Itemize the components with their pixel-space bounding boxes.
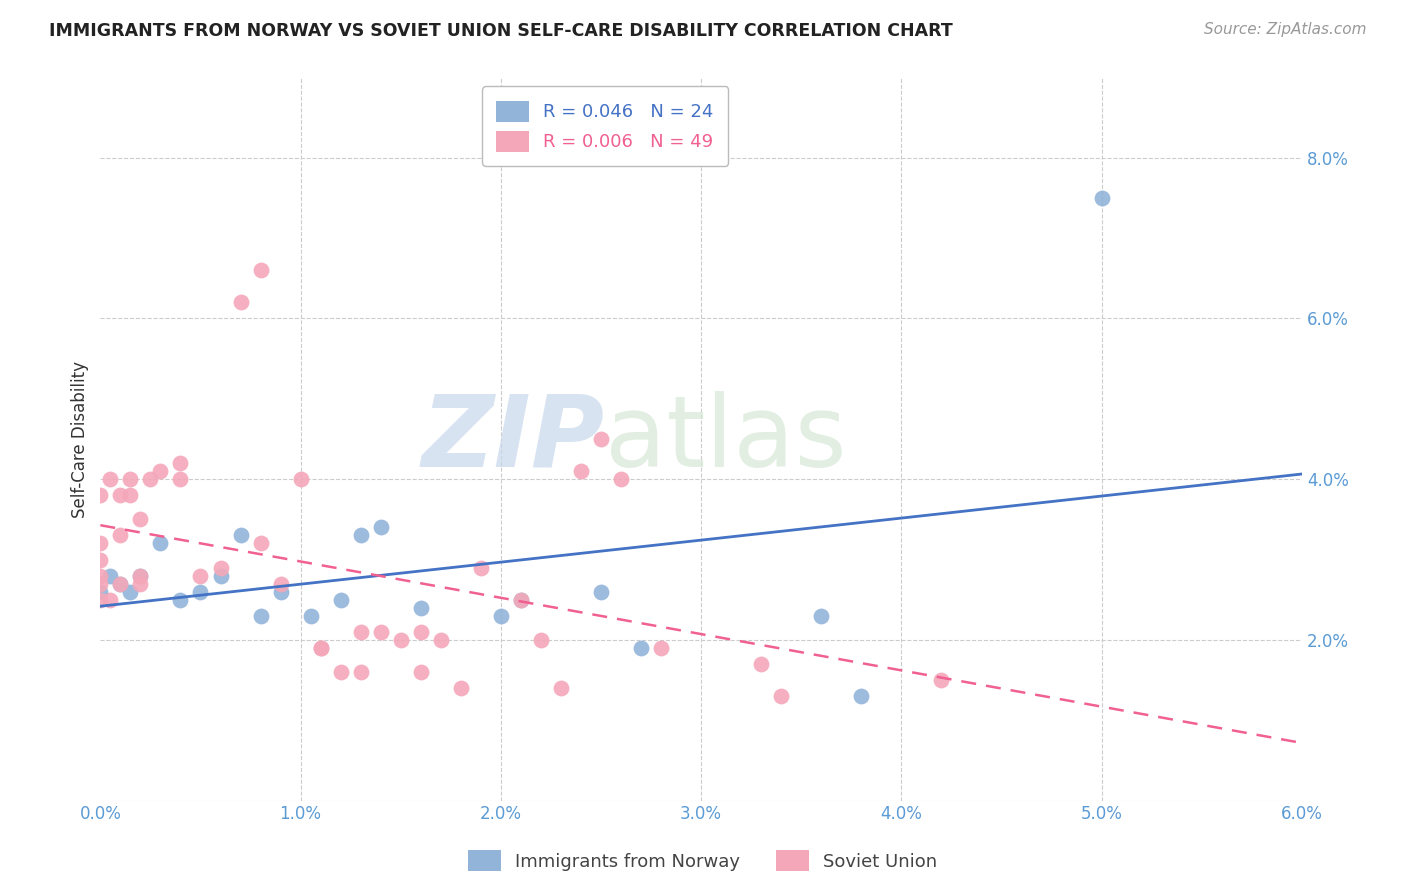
Point [569, 464, 592, 478]
Point [98, 472, 121, 486]
Point [89, 584, 111, 599]
Point [389, 632, 412, 647]
Point [550, 681, 572, 695]
Point [229, 295, 252, 310]
Point [409, 600, 432, 615]
Point [370, 624, 392, 639]
Legend: R = 0.046   N = 24, R = 0.006   N = 49: R = 0.046 N = 24, R = 0.006 N = 49 [482, 87, 728, 166]
Point [630, 640, 652, 655]
Text: IMMIGRANTS FROM NORWAY VS SOVIET UNION SELF-CARE DISABILITY CORRELATION CHART: IMMIGRANTS FROM NORWAY VS SOVIET UNION S… [49, 22, 953, 40]
Point [409, 624, 432, 639]
Point [120, 472, 142, 486]
Point [650, 640, 672, 655]
Point [851, 689, 873, 703]
Point [89, 536, 111, 550]
Point [209, 560, 232, 574]
Point [329, 665, 352, 679]
Point [169, 456, 191, 470]
Point [89, 576, 111, 591]
Point [350, 665, 373, 679]
Point [470, 560, 492, 574]
Point [129, 568, 152, 582]
Point [249, 263, 271, 277]
Point [749, 657, 772, 671]
Point [190, 584, 212, 599]
Text: atlas: atlas [605, 391, 846, 488]
Point [309, 640, 332, 655]
Point [299, 608, 322, 623]
Point [249, 536, 271, 550]
Text: ZIP: ZIP [422, 391, 605, 488]
Point [110, 576, 132, 591]
Point [270, 576, 292, 591]
Point [190, 568, 212, 582]
Text: Source: ZipAtlas.com: Source: ZipAtlas.com [1204, 22, 1367, 37]
Point [409, 665, 432, 679]
Point [589, 432, 612, 446]
Point [89, 552, 111, 566]
Point [509, 592, 531, 607]
Point [770, 689, 793, 703]
Point [530, 632, 553, 647]
Point [209, 568, 232, 582]
Point [120, 584, 142, 599]
Point [110, 488, 132, 502]
Point [1091, 191, 1114, 205]
Point [120, 488, 142, 502]
Point [149, 536, 172, 550]
Point [110, 576, 132, 591]
Point [270, 584, 292, 599]
Point [149, 464, 172, 478]
Legend: Immigrants from Norway, Soviet Union: Immigrants from Norway, Soviet Union [461, 843, 945, 879]
Point [89, 488, 111, 502]
Point [430, 632, 453, 647]
Point [810, 608, 832, 623]
Point [129, 512, 152, 526]
Point [370, 520, 392, 534]
Point [589, 584, 612, 599]
Point [98, 568, 121, 582]
Point [89, 568, 111, 582]
Y-axis label: Self-Care Disability: Self-Care Disability [72, 360, 89, 517]
Point [329, 592, 352, 607]
Point [309, 640, 332, 655]
Point [350, 624, 373, 639]
Point [169, 472, 191, 486]
Point [89, 592, 111, 607]
Point [450, 681, 472, 695]
Point [489, 608, 512, 623]
Point [110, 528, 132, 542]
Point [290, 472, 312, 486]
Point [139, 472, 162, 486]
Point [169, 592, 191, 607]
Point [350, 528, 373, 542]
Point [610, 472, 633, 486]
Point [129, 568, 152, 582]
Point [229, 528, 252, 542]
Point [509, 592, 531, 607]
Point [931, 673, 953, 687]
Point [249, 608, 271, 623]
Point [98, 592, 121, 607]
Point [129, 576, 152, 591]
